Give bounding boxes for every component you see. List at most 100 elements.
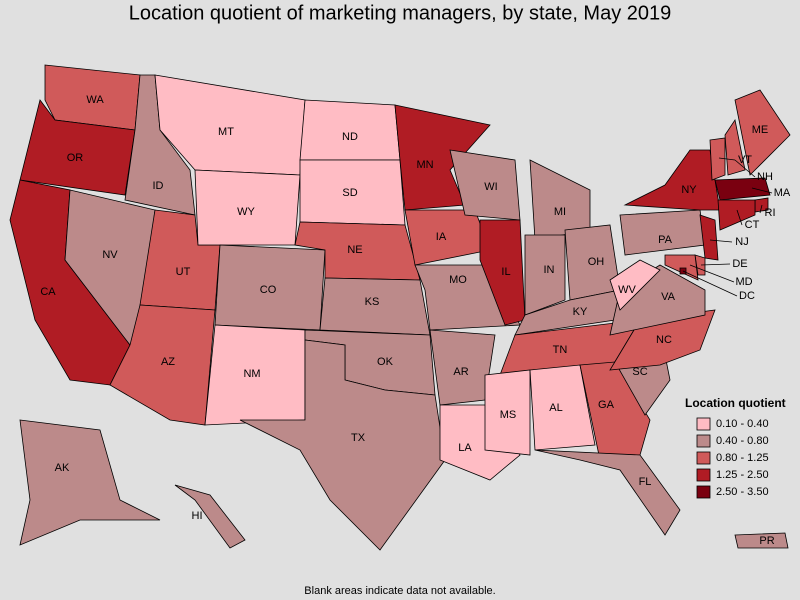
legend-swatch (696, 451, 711, 465)
state-labels: WA OR CA ID NV UT AZ MT WY CO NM ND SD NE KS OK TX MN IA MO… (40, 94, 791, 547)
state (524, 234, 566, 316)
state (239, 339, 446, 551)
legend-title: Location quotient (685, 396, 786, 410)
legend: 0.10 - 0.40 0.40 - 0.80 0.80 - 1.25 1.25 - … (696, 417, 769, 499)
state-label: MS (500, 409, 517, 421)
state-label: ID (153, 180, 164, 192)
state-label: MN (416, 159, 433, 171)
state-label: VA (661, 291, 676, 303)
state-label: MD (735, 276, 752, 288)
state-label: SC (632, 366, 647, 378)
state-label: NJ (735, 236, 748, 248)
leader-line (751, 187, 773, 194)
state-label: WA (86, 94, 104, 106)
state (479, 219, 526, 326)
state-label: TX (351, 432, 366, 444)
state-label: ME (752, 124, 769, 136)
state-label: AL (549, 402, 562, 414)
state (109, 304, 216, 426)
state-label: NH (757, 171, 773, 183)
leader-line (682, 270, 738, 297)
legend-swatch (696, 485, 711, 499)
state (404, 209, 491, 266)
state-label: NM (243, 368, 260, 380)
state-label: FL (639, 476, 652, 488)
state (484, 369, 531, 456)
state (19, 419, 161, 546)
state-label: RI (765, 207, 776, 219)
state (579, 361, 651, 461)
leader-line (689, 264, 735, 283)
state-label: CA (40, 286, 56, 298)
state-label: MA (774, 187, 791, 199)
leader-line (734, 159, 756, 178)
state (724, 118, 746, 176)
map-title: Location quotient of marketing managers,… (129, 2, 672, 24)
state-label: OH (588, 256, 605, 268)
state-label: DC (739, 290, 755, 302)
state-label: NY (681, 184, 697, 196)
leader-line (700, 263, 731, 266)
state (717, 199, 756, 231)
state-label: PR (759, 535, 774, 547)
state (609, 259, 661, 311)
state-label: WV (618, 284, 636, 296)
states (9, 64, 791, 551)
state-label: OR (67, 152, 84, 164)
state (734, 89, 791, 176)
state-label: SD (342, 187, 357, 199)
leader-line (709, 239, 733, 243)
leader-line (759, 204, 763, 214)
state-label: LA (458, 442, 472, 454)
legend-label: 2.50 - 3.50 (716, 486, 769, 498)
state (439, 404, 521, 481)
state (699, 214, 719, 261)
state-label: PA (658, 234, 673, 246)
state-label: DE (732, 258, 747, 270)
legend-swatch (696, 417, 711, 431)
state (623, 149, 721, 211)
legend-label: 0.10 - 0.40 (716, 418, 769, 430)
state-label: GA (598, 399, 615, 411)
state (619, 209, 706, 256)
legend-label: 0.40 - 0.80 (716, 435, 769, 447)
state (534, 449, 681, 536)
state-label: IN (544, 264, 555, 276)
state (709, 137, 726, 181)
footnote: Blank areas indicate data not available. (304, 585, 495, 597)
state-label: OK (377, 356, 394, 368)
state (529, 364, 596, 451)
state-label: IA (436, 231, 447, 243)
legend-swatch (696, 434, 711, 448)
state-label: MO (449, 274, 467, 286)
state-label: AR (453, 366, 468, 378)
legend-label: 1.25 - 2.50 (716, 469, 769, 481)
state-label: AK (55, 462, 70, 474)
state (734, 532, 789, 549)
state-label: MI (554, 206, 566, 218)
leader-line (718, 157, 736, 161)
state-label: NE (347, 244, 362, 256)
state-label: MT (218, 126, 234, 138)
state (174, 484, 246, 549)
state-label: CO (260, 284, 277, 296)
state-label: AZ (161, 356, 175, 368)
state-label: NV (102, 249, 118, 261)
state (714, 177, 771, 201)
state-label: NC (656, 334, 672, 346)
state-label: UT (176, 266, 191, 278)
state-label: IL (501, 266, 510, 278)
state-label: KS (365, 296, 380, 308)
leader-line (736, 209, 743, 226)
legend-swatch (696, 468, 711, 482)
state-label: KY (573, 306, 588, 318)
state-label: CT (745, 219, 760, 231)
state-label: ND (342, 131, 358, 143)
state-label: VT (738, 154, 752, 166)
legend-label: 0.80 - 1.25 (716, 452, 769, 464)
state-label: WI (484, 181, 497, 193)
state-label: TN (553, 344, 568, 356)
state-label: WY (237, 206, 255, 218)
state-label: HI (192, 510, 203, 522)
